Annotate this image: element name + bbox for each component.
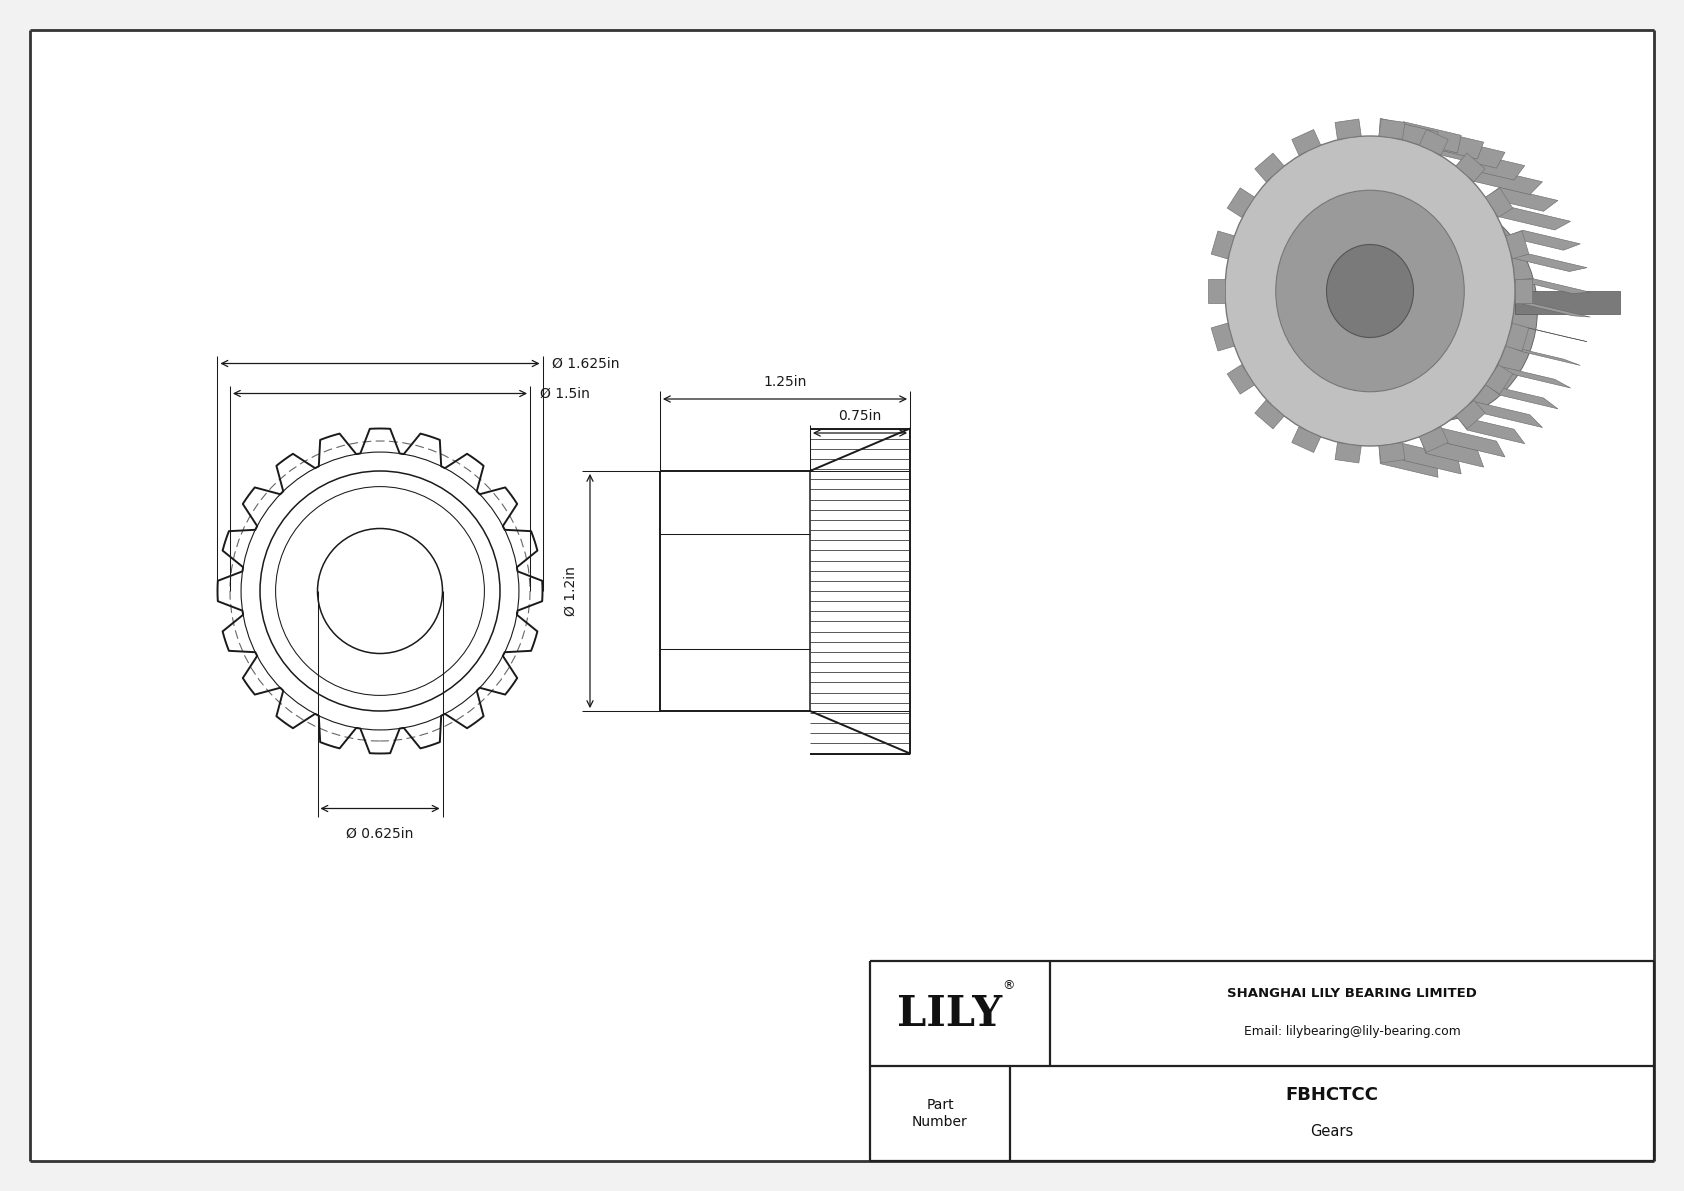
Polygon shape [1211, 231, 1234, 258]
Text: Gears: Gears [1310, 1124, 1354, 1139]
Ellipse shape [1276, 191, 1465, 392]
Polygon shape [1516, 279, 1532, 303]
Text: Ø 0.625in: Ø 0.625in [347, 827, 414, 841]
Polygon shape [1420, 437, 1484, 467]
Text: 1.25in: 1.25in [763, 375, 807, 389]
Polygon shape [1292, 428, 1320, 453]
Polygon shape [1211, 323, 1234, 351]
Text: SHANGHAI LILY BEARING LIMITED: SHANGHAI LILY BEARING LIMITED [1228, 987, 1477, 1000]
Polygon shape [1514, 279, 1590, 293]
Text: ®: ® [1002, 979, 1014, 992]
Ellipse shape [1224, 136, 1516, 445]
Polygon shape [1438, 138, 1505, 168]
Text: 0.75in: 0.75in [839, 409, 882, 423]
Polygon shape [1505, 230, 1580, 250]
Polygon shape [1512, 324, 1586, 342]
Polygon shape [1516, 291, 1620, 314]
Text: Part
Number: Part Number [913, 1098, 968, 1129]
Polygon shape [1485, 385, 1558, 409]
Polygon shape [1457, 154, 1485, 182]
Polygon shape [1457, 152, 1524, 180]
Polygon shape [1457, 400, 1485, 429]
Text: FBHCTCC: FBHCTCC [1285, 1086, 1379, 1104]
Polygon shape [1497, 207, 1571, 230]
Polygon shape [1420, 428, 1448, 453]
Polygon shape [1379, 445, 1438, 478]
Polygon shape [1420, 129, 1484, 160]
Polygon shape [1292, 130, 1320, 155]
Polygon shape [1485, 187, 1558, 211]
Polygon shape [1505, 323, 1529, 351]
Polygon shape [1472, 401, 1543, 428]
Polygon shape [1399, 443, 1462, 474]
Polygon shape [1228, 364, 1255, 394]
Polygon shape [1207, 279, 1224, 303]
Polygon shape [1399, 121, 1462, 152]
Polygon shape [1335, 119, 1361, 139]
Polygon shape [1457, 416, 1524, 444]
Polygon shape [1472, 168, 1543, 194]
Polygon shape [1379, 119, 1404, 139]
Polygon shape [1514, 303, 1590, 317]
Polygon shape [1505, 231, 1529, 258]
Polygon shape [1379, 118, 1438, 150]
Text: LILY: LILY [898, 992, 1002, 1035]
Polygon shape [1255, 400, 1285, 429]
Polygon shape [1505, 345, 1580, 366]
Polygon shape [1379, 443, 1404, 463]
Ellipse shape [1327, 244, 1413, 337]
Polygon shape [1485, 188, 1512, 217]
Text: Ø 1.625in: Ø 1.625in [552, 356, 620, 370]
Text: Ø 1.2in: Ø 1.2in [564, 566, 578, 616]
Polygon shape [1420, 130, 1448, 155]
Text: Email: lilybearing@lily-bearing.com: Email: lilybearing@lily-bearing.com [1243, 1025, 1460, 1039]
Polygon shape [1335, 443, 1361, 463]
Polygon shape [1438, 428, 1505, 457]
Polygon shape [1512, 254, 1586, 272]
Polygon shape [1255, 154, 1285, 182]
Text: Ø 1.5in: Ø 1.5in [541, 387, 589, 400]
Polygon shape [1228, 188, 1255, 217]
Ellipse shape [1329, 198, 1537, 422]
Polygon shape [1497, 366, 1571, 388]
Polygon shape [1485, 364, 1512, 394]
